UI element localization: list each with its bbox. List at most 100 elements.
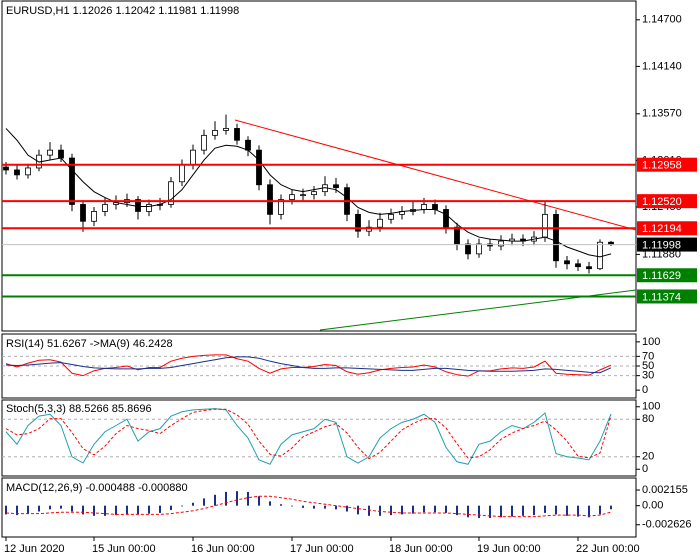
- histogram-bar: [500, 505, 502, 518]
- series-line: [5, 128, 612, 258]
- x-tick-label: 15 Jun 00:00: [92, 543, 156, 555]
- histogram-bar: [467, 505, 469, 518]
- y-tick-label: 0.00: [642, 500, 663, 512]
- candle-body: [3, 166, 9, 171]
- candle-body: [256, 149, 262, 186]
- histogram-bar: [335, 505, 337, 510]
- current-price-box: 1.11998: [637, 237, 697, 252]
- candle-body: [300, 194, 306, 197]
- histogram-bar: [269, 501, 271, 506]
- y-tick-label: -0.002626: [642, 519, 692, 531]
- candle-body: [432, 204, 438, 210]
- current-price-label: 1.11998: [642, 239, 681, 251]
- candle-body: [443, 209, 449, 228]
- candle-body: [190, 149, 196, 166]
- macd-panel: [1, 477, 637, 538]
- y-tick-label: 80: [642, 413, 654, 425]
- histogram-bar: [511, 505, 513, 517]
- candle-body: [25, 167, 31, 176]
- y-tick-label: 20: [642, 451, 654, 463]
- candle-body: [289, 194, 295, 200]
- level-bg: [637, 157, 697, 172]
- candle-body: [201, 134, 207, 151]
- y-tick-label: 70: [642, 350, 654, 362]
- series-line: [5, 408, 612, 460]
- x-tick-label: 22 Jun 00:00: [576, 543, 640, 555]
- candle-body: [311, 191, 317, 196]
- level-label: 1.11374: [642, 291, 681, 303]
- histogram-bar: [577, 505, 579, 517]
- candle-body: [553, 213, 559, 262]
- candle-body: [498, 240, 504, 247]
- main-panel: [1, 0, 637, 332]
- level-box: 1.11374: [637, 289, 697, 304]
- candle-body: [278, 199, 284, 215]
- stoch-panel: [1, 399, 637, 477]
- level-box: 1.11629: [637, 268, 697, 283]
- histogram-bar: [588, 505, 590, 518]
- histogram-bar: [49, 505, 51, 510]
- level-label: 1.12194: [642, 223, 682, 235]
- candle-body: [564, 260, 570, 265]
- y-tick-label: 0.002155: [642, 484, 688, 496]
- candle-body: [223, 128, 229, 131]
- panel-title: EURUSD,H1 1.12026 1.12042 1.11981 1.1199…: [6, 5, 239, 17]
- histogram-bar: [401, 505, 403, 515]
- histogram-bar: [203, 498, 205, 506]
- histogram-bar: [555, 505, 557, 515]
- candle-body: [234, 128, 240, 141]
- candle-body: [80, 204, 86, 222]
- candle-body: [454, 226, 460, 245]
- candle-body: [146, 204, 152, 212]
- histogram-bar: [291, 505, 293, 507]
- series-line: [5, 356, 612, 374]
- histogram-bar: [368, 505, 370, 516]
- candle-body: [102, 204, 108, 212]
- histogram-bar: [236, 491, 238, 506]
- x-tick-label: 12 Jun 2020: [4, 543, 65, 555]
- histogram-bar: [456, 505, 458, 516]
- y-tick-label: 1.14700: [642, 14, 682, 26]
- y-tick-label: 30: [642, 370, 654, 382]
- level-box: 1.12520: [637, 194, 697, 209]
- candle-body: [597, 241, 603, 270]
- histogram-bar: [247, 491, 249, 506]
- histogram-bar: [170, 505, 172, 511]
- candle-body: [168, 181, 174, 205]
- histogram-bar: [412, 505, 414, 514]
- candle-body: [421, 204, 427, 210]
- level-label: 1.12958: [642, 160, 682, 172]
- candle-body: [542, 213, 548, 238]
- histogram-bar: [214, 494, 216, 506]
- level-bg: [637, 194, 697, 209]
- histogram-bar: [357, 505, 359, 515]
- histogram-bar: [71, 505, 73, 512]
- y-tick-label: 0: [642, 463, 648, 475]
- candle-body: [267, 184, 273, 215]
- histogram-bar: [302, 505, 304, 508]
- histogram-bar: [533, 505, 535, 516]
- y-tick-label: 1.13570: [642, 108, 682, 120]
- candle-body: [388, 213, 394, 220]
- histogram-bar: [423, 505, 425, 513]
- histogram-bar: [60, 505, 62, 509]
- histogram-bar: [82, 505, 84, 515]
- histogram-bar: [27, 505, 29, 514]
- y-tick-label: 50: [642, 360, 654, 372]
- candle-body: [575, 263, 581, 268]
- histogram-bar: [192, 502, 194, 506]
- x-tick-label: 18 Jun 00:00: [389, 543, 453, 555]
- current-price-bg: [637, 237, 697, 252]
- level-box: 1.12194: [637, 221, 697, 236]
- histogram-bar: [313, 505, 315, 509]
- histogram-bar: [544, 505, 546, 513]
- candle-body: [179, 164, 185, 183]
- histogram-bar: [379, 505, 381, 516]
- level-label: 1.12520: [642, 196, 682, 208]
- histogram-bar: [346, 505, 348, 512]
- candle-body: [333, 184, 339, 189]
- histogram-bar: [522, 505, 524, 516]
- candle-body: [69, 157, 75, 205]
